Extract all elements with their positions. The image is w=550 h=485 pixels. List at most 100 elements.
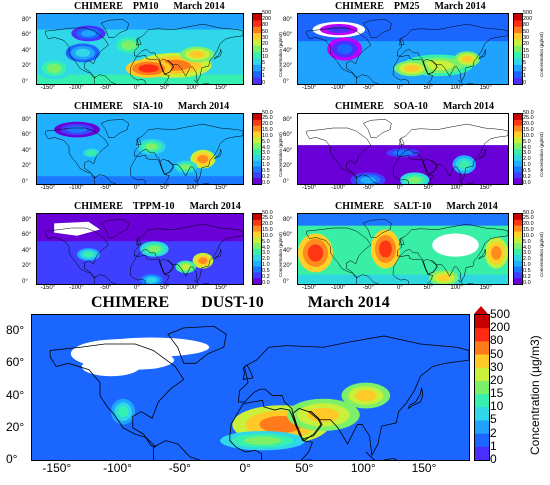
x-tick-label: 0° (134, 185, 140, 191)
colorbar-segment (514, 260, 522, 267)
coastline-japan (213, 148, 222, 160)
x-tick-label: -50° (100, 285, 112, 291)
y-tick-label: 0° (22, 179, 28, 185)
colorbar (513, 213, 523, 285)
ice-patch (54, 221, 100, 236)
coastline-arabia (159, 258, 175, 275)
y-tick-label: 0° (283, 79, 289, 85)
y-tick-label: 20° (22, 163, 32, 170)
x-tick-label: 0° (134, 85, 140, 91)
title-period: March 2014 (446, 201, 498, 212)
y-tick-label: 40° (6, 387, 25, 402)
y-tick-label: 40° (22, 47, 32, 54)
y-tick-label: 60° (22, 32, 32, 39)
colorbar-tick-label: 20 (523, 41, 530, 48)
colorbar-tick-label: 0.0 (262, 179, 270, 186)
coastline-uk (399, 237, 405, 246)
colorbar-segment (253, 137, 261, 144)
coastline-arabia (423, 258, 438, 275)
x-tick-label: 100° (350, 461, 376, 475)
colorbar-tick-label: 15 (523, 47, 530, 54)
x-tick-label: -100° (331, 185, 346, 191)
colorbar-segment (514, 26, 522, 34)
coastline-eurasia (396, 223, 508, 283)
coastline-eurasia (396, 23, 508, 83)
title-period: March 2014 (434, 1, 486, 12)
field-patch (66, 126, 88, 133)
x-tick-label: -100° (331, 85, 346, 91)
colorbar-segment (253, 225, 261, 232)
colorbar-tick-label: 2.0 (262, 156, 270, 163)
colorbar-tick-label: 5.0 (523, 238, 531, 245)
colorbar-tick-label: 5.0 (262, 238, 270, 245)
colorbar-segment (253, 266, 261, 273)
field-patch (243, 436, 282, 445)
y-tick-label: 60° (283, 32, 293, 39)
coastline-samerica (356, 74, 379, 84)
colorbar-segment (253, 160, 261, 167)
colorbar-segment (253, 149, 261, 156)
y-tick-label: 0° (283, 279, 289, 285)
chart-title: CHIMERE PM25 March 2014 (335, 1, 486, 12)
y-tick-label: 40° (22, 147, 32, 154)
field-patch (145, 143, 158, 151)
colorbar-tick-label: 30 (490, 359, 504, 374)
field-patch (117, 405, 129, 418)
colorbar (252, 13, 262, 85)
coastlines (45, 19, 243, 84)
colorbar-segment (514, 64, 522, 72)
colorbar-segment (253, 278, 261, 285)
concentration-map (31, 314, 470, 461)
zonal-band (37, 14, 243, 30)
colorbar-tick-label: 25.0 (523, 115, 534, 122)
colorbar-tick-label: 10 (523, 54, 530, 61)
panel-soa10: CHIMERE SOA-10 March 2014 80° 60° 40° 20° 0° -… (275, 100, 550, 200)
colorbar-segment (514, 20, 522, 28)
x-tick-label: -50° (100, 85, 112, 91)
concentration-fields (312, 21, 480, 77)
colorbar-tick-label: 10.0 (523, 232, 534, 239)
colorbar-tick-label: 10.0 (262, 232, 273, 239)
x-tick-label: 150° (214, 185, 228, 191)
field-patch (445, 239, 466, 251)
colorbar-segment (253, 20, 261, 28)
title-model: CHIMERE (335, 101, 384, 112)
colorbar-tick-label: 2.0 (523, 156, 531, 163)
y-tick-label: 40° (283, 247, 293, 254)
x-tick-label: -50° (362, 85, 374, 91)
coastline-arabia (159, 58, 175, 75)
field-patch (461, 55, 473, 63)
title-species: PM10 (132, 1, 159, 12)
colorbar-tick-label: 15.0 (262, 227, 273, 233)
colorbar-tick-label: 1 (523, 73, 527, 80)
chart-title: CHIMERE TPPM-10 March 2014 (74, 201, 241, 212)
colorbar-segment (253, 14, 261, 21)
colorbar-tick-label: 2 (262, 66, 266, 73)
colorbar-tick-label: 15.0 (523, 227, 534, 233)
title-species: SOA-10 (393, 101, 428, 112)
colorbar-segment (253, 214, 261, 221)
colorbar-segment (514, 266, 522, 273)
x-tick-label: 0° (134, 285, 140, 291)
field-patch (404, 65, 420, 72)
colorbar-tick-label: 200 (490, 320, 511, 335)
x-tick-label: 100° (186, 285, 199, 291)
coastlines (45, 119, 243, 184)
colorbar-tick-label: 20 (490, 372, 504, 387)
colorbar-tick-label: 200 (523, 15, 533, 22)
x-tick-label: 100° (450, 285, 463, 291)
title-period: March 2014 (177, 101, 230, 112)
title-species: SIA-10 (132, 101, 163, 112)
y-tick-label: 60° (283, 232, 293, 239)
colorbar-segment (514, 125, 522, 132)
concentration-fields (37, 25, 215, 80)
coastline-africa (392, 154, 434, 184)
title-species: DUST-10 (201, 294, 264, 311)
colorbar-segment (514, 243, 522, 250)
colorbar-tick-label: 0 (262, 79, 266, 86)
x-tick-label: -50° (362, 285, 374, 291)
y-tick-label: 80° (6, 323, 25, 338)
colorbar-segment (253, 166, 261, 173)
field-patch (180, 164, 191, 170)
x-tick-label: 150° (214, 285, 228, 291)
